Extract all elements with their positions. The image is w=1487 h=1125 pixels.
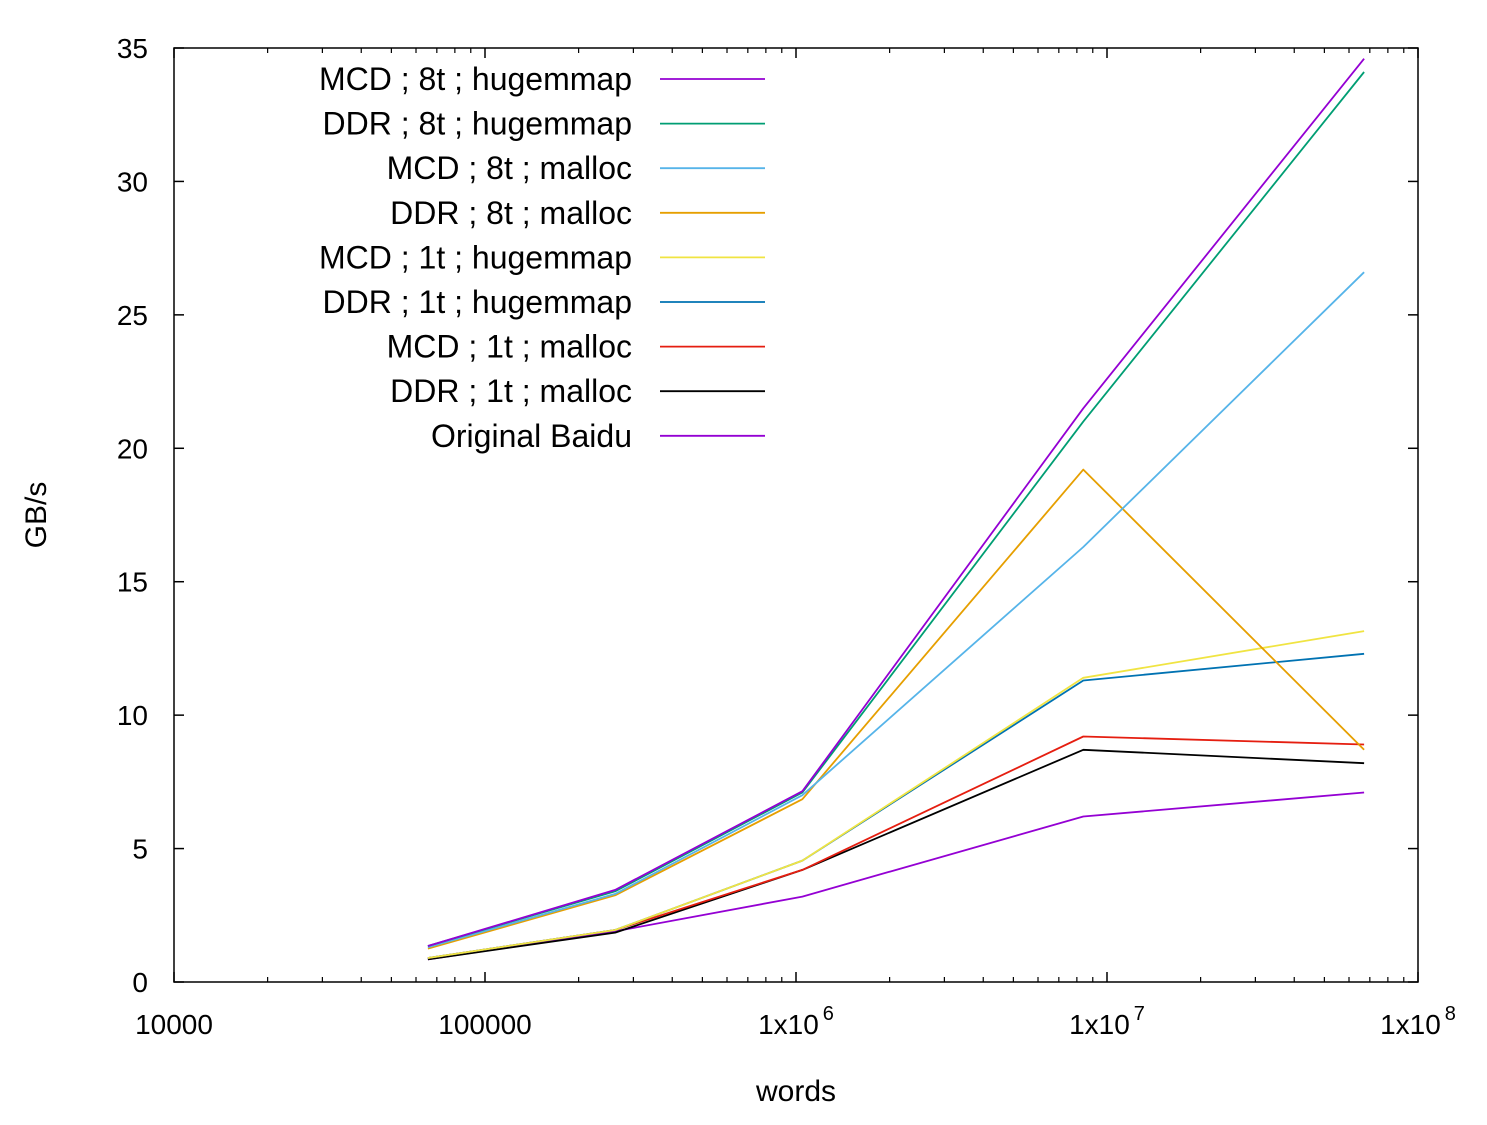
x-tick-label-base: 10000 [135, 1009, 213, 1040]
x-tick-label-base: 1x10 [1069, 1009, 1130, 1040]
y-axis-label: GB/s [20, 482, 53, 549]
y-tick-label: 15 [117, 567, 148, 598]
x-tick-label: 1x10 8 [1380, 1003, 1456, 1040]
legend: MCD ; 8t ; hugemmap DDR ; 8t ; hugemmap MC… [319, 61, 765, 454]
legend-label-ddr-1t-hugemmap: DDR ; 1t ; hugemmap [323, 284, 632, 320]
legend-label-mcd-1t-hugemmap: MCD ; 1t ; hugemmap [319, 239, 632, 275]
legend-label-mcd-8t-hugemmap: MCD ; 8t ; hugemmap [319, 61, 632, 97]
y-tick-label: 5 [132, 834, 148, 865]
legend-label-ddr-8t-malloc: DDR ; 8t ; malloc [390, 195, 632, 231]
legend-label-mcd-8t-malloc: MCD ; 8t ; malloc [387, 150, 632, 186]
x-tick-label-base: 1x10 [1380, 1009, 1441, 1040]
y-tick-label: 10 [117, 700, 148, 731]
x-tick-label: 1x10 7 [1069, 1003, 1145, 1040]
y-tick-label: 20 [117, 433, 148, 464]
series-line-mcd-8t-hugemmap [427, 58, 1365, 947]
x-tick-label: 100000 [438, 1009, 531, 1040]
x-tick-label-base: 1x10 [758, 1009, 819, 1040]
y-tick-label: 35 [117, 33, 148, 64]
legend-label-ddr-1t-malloc: DDR ; 1t ; malloc [390, 373, 632, 409]
x-tick-label-exponent: 6 [823, 1003, 834, 1025]
x-axis-label: words [755, 1075, 836, 1108]
series-line-ddr-8t-malloc [427, 468, 1365, 950]
y-tick-label: 0 [132, 967, 148, 998]
legend-label-original-baidu: Original Baidu [431, 418, 632, 454]
x-tick-label: 1x10 6 [758, 1003, 834, 1040]
series-line-mcd-1t-hugemmap [427, 630, 1365, 959]
legend-label-ddr-8t-hugemmap: DDR ; 8t ; hugemmap [323, 106, 632, 142]
x-tick-label-base: 100000 [438, 1009, 531, 1040]
x-tick-label: 10000 [135, 1009, 213, 1040]
x-tick-label-exponent: 7 [1134, 1003, 1145, 1025]
y-tick-label: 30 [117, 166, 148, 197]
y-tick-label: 25 [117, 300, 148, 331]
series-layer [427, 58, 1365, 961]
plot-frame [173, 47, 1419, 983]
series-line-mcd-8t-malloc [427, 271, 1365, 949]
legend-label-mcd-1t-malloc: MCD ; 1t ; malloc [387, 329, 632, 365]
x-tick-label-exponent: 8 [1445, 1003, 1456, 1025]
